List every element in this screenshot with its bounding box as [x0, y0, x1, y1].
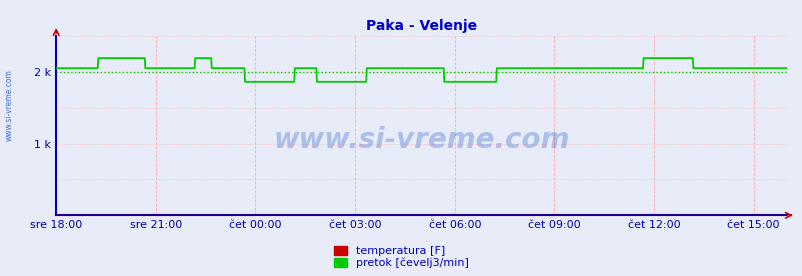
Text: www.si-vreme.com: www.si-vreme.com: [273, 126, 569, 154]
Title: Paka - Velenje: Paka - Velenje: [366, 19, 476, 33]
Text: www.si-vreme.com: www.si-vreme.com: [5, 69, 14, 141]
Legend: temperatura [F], pretok [čevelj3/min]: temperatura [F], pretok [čevelj3/min]: [331, 243, 471, 270]
